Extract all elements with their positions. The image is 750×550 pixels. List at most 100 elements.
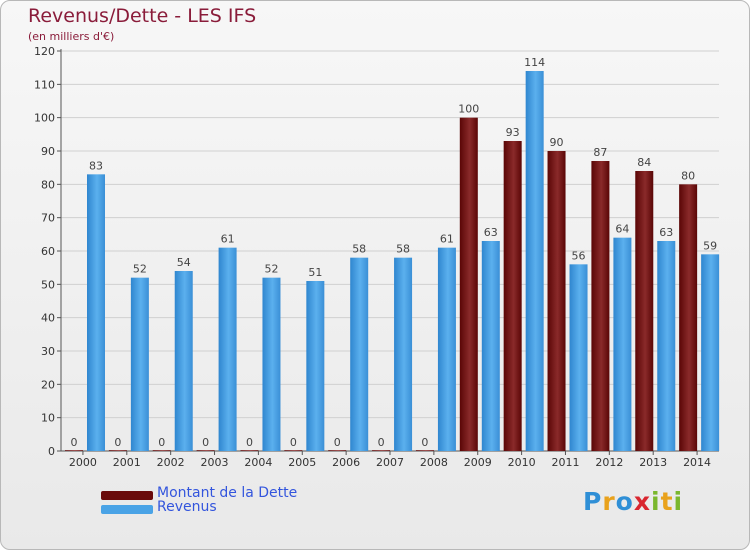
x-tick-label: 2014 (683, 456, 711, 469)
revenue-value-label: 61 (440, 233, 454, 246)
x-tick-label: 2000 (69, 456, 97, 469)
revenue-bar-2008 (437, 247, 456, 451)
revenue-bar-2012 (613, 237, 632, 451)
revenue-bar-2004 (262, 277, 281, 451)
revenue-bar-2014 (701, 254, 720, 451)
legend-label-revenue: Revenus (157, 499, 217, 515)
debt-bar-2013 (635, 171, 654, 451)
revenue-value-label: 58 (396, 243, 410, 256)
revenue-bar-2001 (130, 277, 149, 451)
y-tick-label: 120 (34, 45, 55, 58)
debt-bar-2007 (372, 450, 391, 451)
x-tick-label: 2012 (595, 456, 623, 469)
revenue-value-label: 58 (352, 243, 366, 256)
revenue-value-label: 54 (177, 256, 191, 269)
revenue-value-label: 51 (308, 266, 322, 279)
revenue-bar-2005 (306, 281, 325, 451)
debt-value-label: 0 (71, 436, 78, 449)
legend-swatch-debt (101, 491, 153, 500)
axes: 0 10 20 30 40 50 60 70 80 90 100 110 120 2000 2001 2002… (34, 45, 719, 469)
y-tick-label: 90 (41, 145, 55, 158)
logo-letter: i (673, 487, 684, 516)
x-tick-label: 2007 (376, 456, 404, 469)
logo-letter: o (615, 487, 634, 516)
x-tick-label: 2008 (420, 456, 448, 469)
debt-value-label: 0 (378, 436, 385, 449)
debt-bar-2004 (240, 450, 259, 451)
debt-value-label: 0 (334, 436, 341, 449)
revenue-value-label: 114 (524, 56, 545, 69)
y-tick-label: 100 (34, 112, 55, 125)
debt-bar-2011 (547, 151, 566, 451)
x-tick-label: 2009 (464, 456, 492, 469)
debt-value-label: 0 (158, 436, 165, 449)
debt-value-label: 0 (114, 436, 121, 449)
revenue-bar-2009 (481, 241, 500, 451)
revenue-value-label: 61 (221, 233, 235, 246)
y-tick-label: 20 (41, 378, 55, 391)
debt-value-label: 0 (246, 436, 253, 449)
revenue-value-label: 63 (659, 226, 673, 239)
debt-value-label: 80 (681, 169, 695, 182)
revenue-value-label: 56 (572, 249, 586, 262)
debt-value-label: 84 (637, 156, 651, 169)
x-tick-label: 2004 (244, 456, 272, 469)
debt-bar-2003 (196, 450, 215, 451)
logo-letter: i (651, 487, 661, 516)
x-tick-label: 2002 (157, 456, 185, 469)
debt-bar-2008 (415, 450, 434, 451)
debt-value-label: 100 (458, 103, 479, 116)
bars (65, 71, 720, 452)
logo-letter: x (633, 487, 651, 516)
x-tick-label: 2006 (332, 456, 360, 469)
revenue-bar-2011 (569, 264, 588, 451)
chart-subtitle: (en milliers d'€) (28, 30, 115, 43)
x-tick-label: 2010 (508, 456, 536, 469)
x-tick-label: 2011 (551, 456, 579, 469)
proxiti-logo: Proxiti (583, 487, 683, 516)
x-tick-label: 2013 (639, 456, 667, 469)
y-tick-label: 30 (41, 345, 55, 358)
debt-bar-2010 (503, 141, 522, 451)
debt-bar-2014 (679, 184, 698, 452)
revenue-value-label: 59 (703, 239, 717, 252)
x-tick-label: 2001 (113, 456, 141, 469)
y-tick-label: 80 (41, 178, 55, 191)
revenue-bar-2003 (218, 247, 237, 451)
revenue-bar-2002 (174, 271, 193, 451)
revenue-value-label: 63 (484, 226, 498, 239)
legend-swatch-revenue (101, 505, 153, 514)
debt-bar-2006 (328, 450, 347, 451)
debt-bar-2012 (591, 161, 610, 451)
data-labels: 0 83 0 52 0 54 0 61 0 52 0 51 0 58 0 58 0 61 100 63 93 114 90 5… (71, 56, 718, 449)
logo-letter: P (583, 487, 603, 516)
revenue-value-label: 64 (615, 223, 629, 236)
debt-value-label: 0 (202, 436, 209, 449)
revenue-bar-2000 (87, 174, 105, 452)
y-tick-label: 70 (41, 212, 55, 225)
y-tick-label: 60 (41, 245, 55, 258)
revenue-value-label: 52 (264, 263, 278, 276)
y-tick-label: 0 (48, 445, 55, 458)
logo-letter: r (602, 487, 616, 516)
y-tick-label: 110 (34, 78, 55, 91)
legend-label-debt: Montant de la Dette (157, 485, 298, 501)
debt-value-label: 0 (421, 436, 428, 449)
debt-bar-2000 (65, 450, 83, 451)
y-tick-label: 50 (41, 278, 55, 291)
y-tick-label: 10 (41, 412, 55, 425)
debt-bar-2001 (108, 450, 127, 451)
debt-bar-2002 (152, 450, 171, 451)
revenue-bar-2006 (350, 257, 369, 451)
revenue-bar-2007 (394, 257, 413, 451)
x-tick-label: 2005 (288, 456, 316, 469)
debt-value-label: 93 (506, 126, 520, 139)
y-tick-label: 40 (41, 312, 55, 325)
chart-title: Revenus/Dette - LES IFS (28, 5, 257, 27)
debt-value-label: 90 (550, 136, 564, 149)
debt-value-label: 87 (593, 146, 607, 159)
debt-bar-2009 (459, 117, 478, 452)
logo-letter: t (660, 487, 674, 516)
